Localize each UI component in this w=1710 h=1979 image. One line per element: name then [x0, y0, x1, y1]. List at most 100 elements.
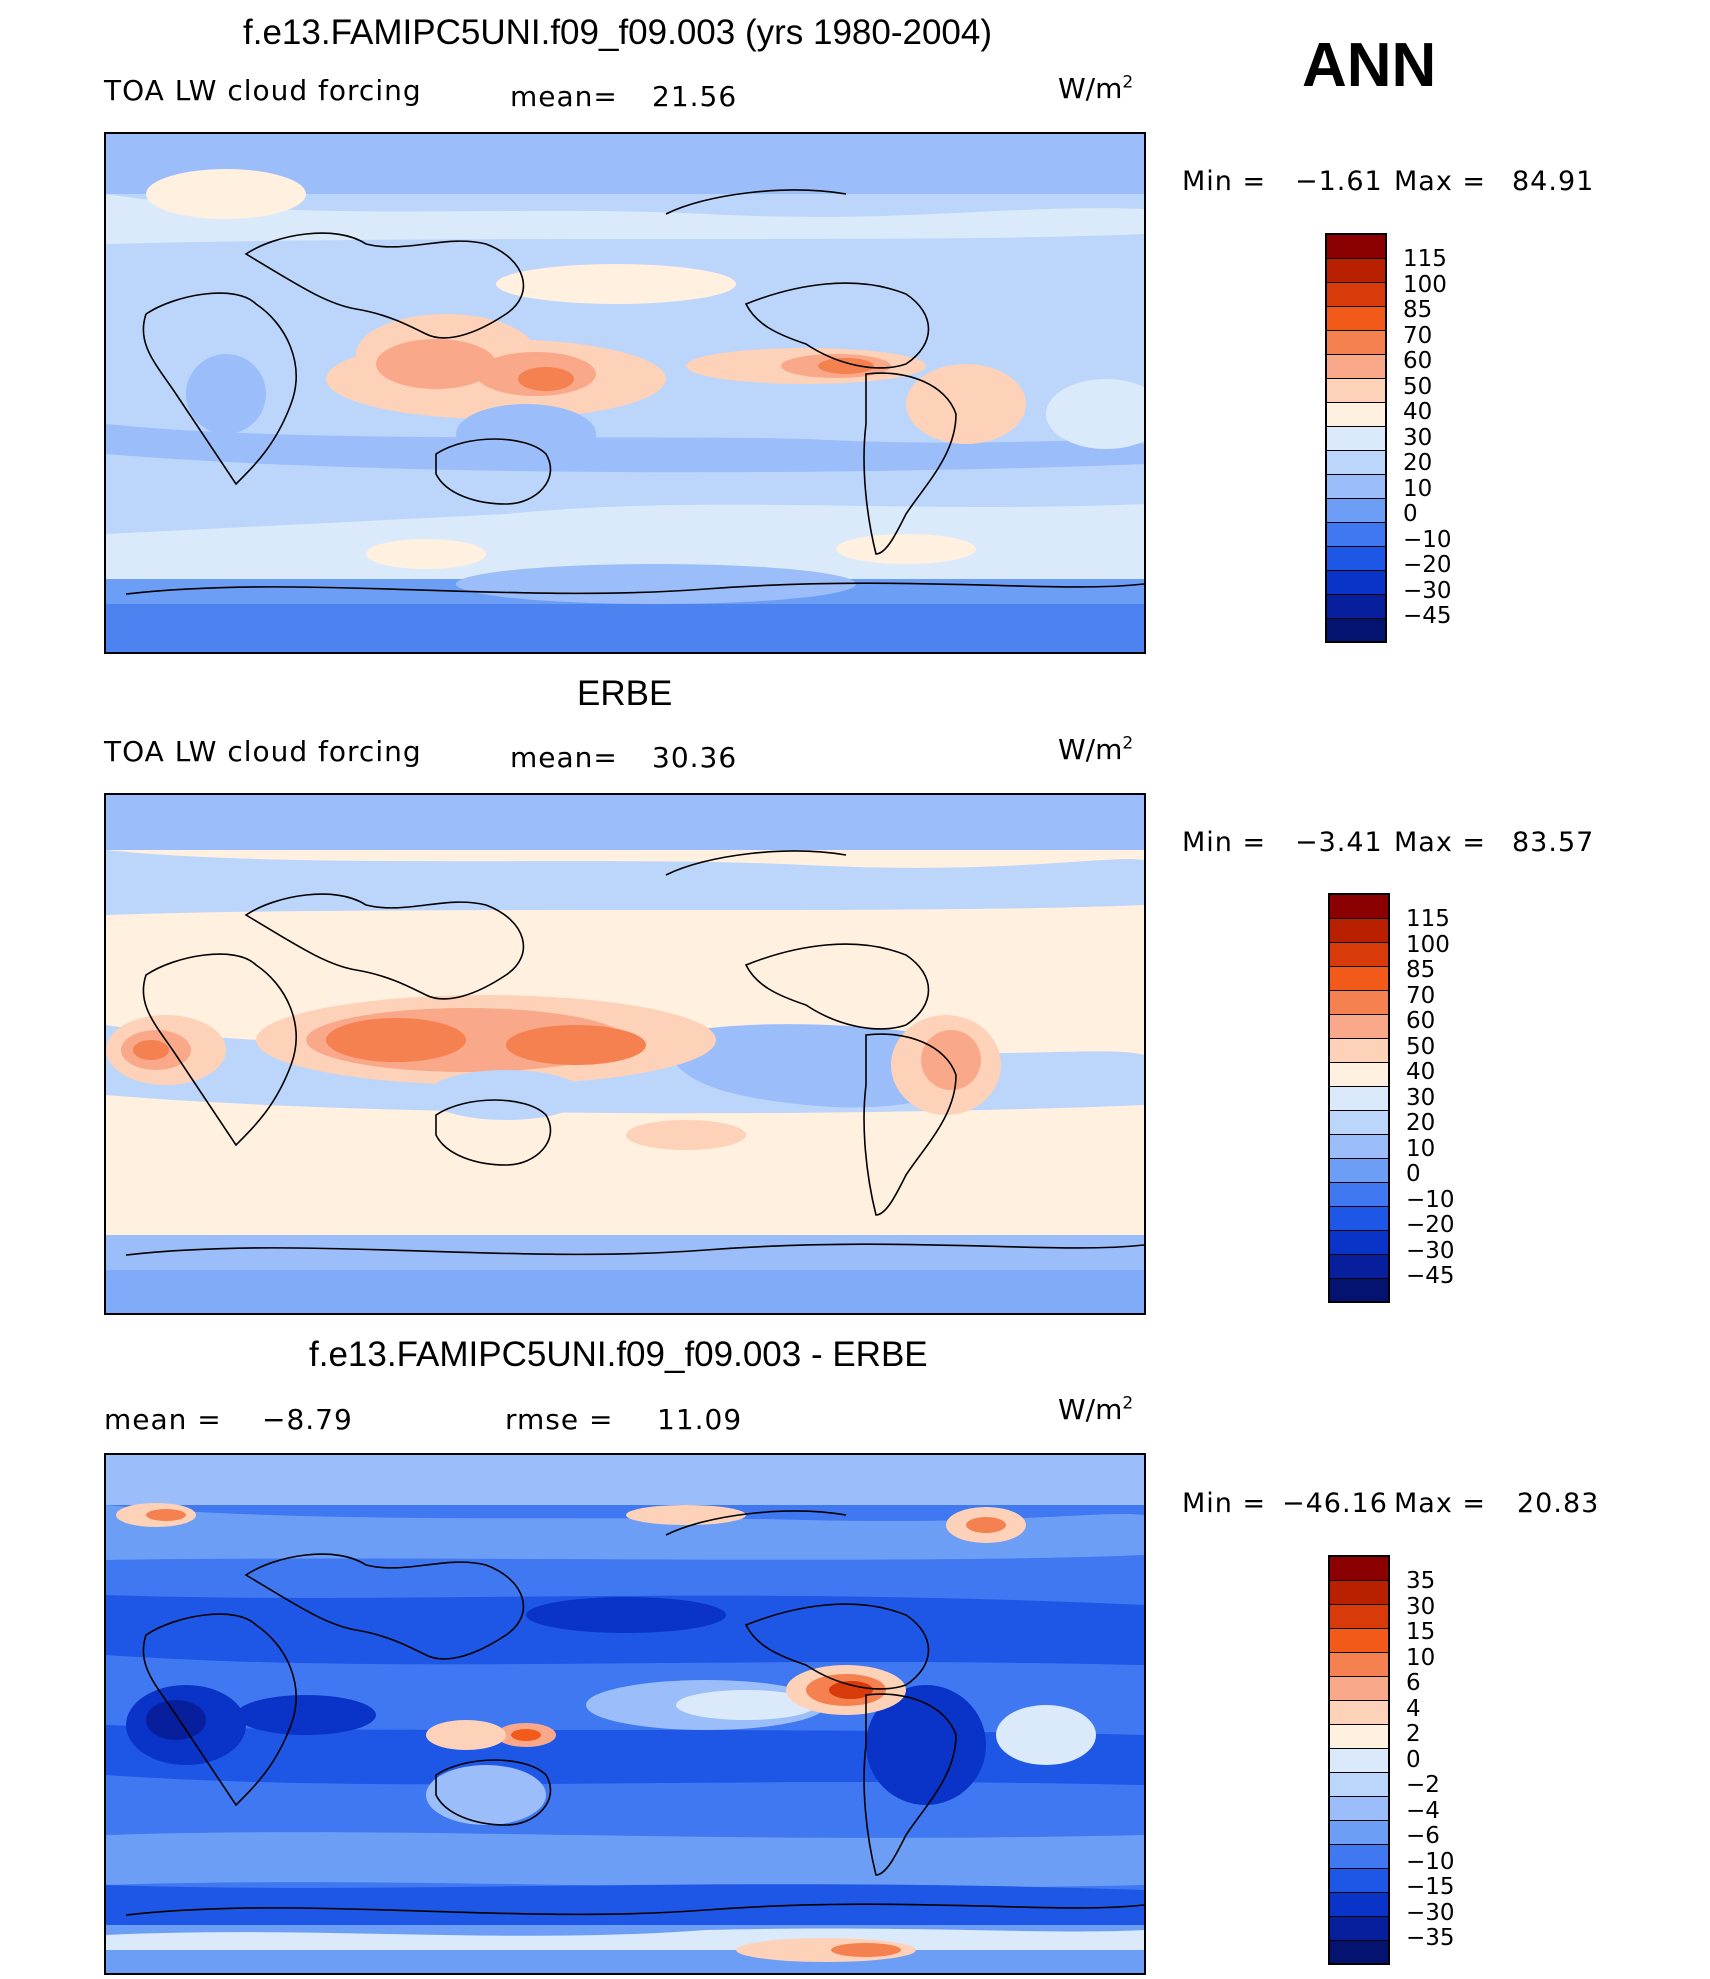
- panel1-max-label: Max =: [1394, 166, 1487, 197]
- panel1-colorbar-swatch: [1327, 547, 1385, 571]
- panel1-colorbar-swatch: [1327, 523, 1385, 547]
- panel2-colorbar-swatch: [1330, 1159, 1388, 1183]
- panel2-colorbar-swatch: [1330, 943, 1388, 967]
- panel2-colorbar-swatch: [1330, 1135, 1388, 1159]
- panel2-colorbar-swatch: [1330, 1231, 1388, 1255]
- panel2-mean-label: mean=: [510, 741, 618, 774]
- panel2-colorbar-swatch: [1330, 895, 1388, 919]
- panel3-colorbar-swatch: [1330, 1581, 1388, 1605]
- colorbar-tick-label: −45: [1406, 1263, 1455, 1289]
- colorbar-tick-label: 10: [1403, 475, 1433, 502]
- panel1-colorbar: [1325, 233, 1387, 643]
- panel3-min-value: −46.16: [1282, 1488, 1388, 1519]
- panel1-colorbar-swatch: [1327, 427, 1385, 451]
- panel2-colorbar-swatch: [1330, 1015, 1388, 1039]
- colorbar-tick-label: 15: [1406, 1619, 1436, 1645]
- panel2-title: ERBE: [577, 674, 673, 713]
- colorbar-tick-label: −15: [1406, 1874, 1455, 1900]
- colorbar-tick-label: 30: [1403, 424, 1433, 451]
- panel2-colorbar-swatch: [1330, 1087, 1388, 1111]
- colorbar-tick-label: −45: [1403, 603, 1452, 629]
- panel3-colorbar-swatch: [1330, 1941, 1388, 1963]
- panel2-max-label: Max =: [1394, 827, 1487, 858]
- colorbar-tick-label: −35: [1406, 1925, 1455, 1951]
- panel3-difference-map: [104, 1453, 1146, 1975]
- colorbar-tick-label: 10: [1406, 1644, 1436, 1671]
- colorbar-tick-label: 2: [1406, 1721, 1421, 1747]
- colorbar-tick-label: −10: [1403, 526, 1452, 553]
- panel2-colorbar-swatch: [1330, 967, 1388, 991]
- colorbar-tick-label: 6: [1406, 1670, 1421, 1696]
- season-label: ANN: [1302, 31, 1437, 100]
- panel1-colorbar-swatch: [1327, 331, 1385, 355]
- colorbar-tick-label: 30: [1406, 1084, 1436, 1111]
- panel1-colorbar-swatch: [1327, 379, 1385, 403]
- panel2-colorbar-swatch: [1330, 1063, 1388, 1087]
- panel2-min-value: −3.41: [1295, 827, 1383, 858]
- panel1-colorbar-swatch: [1327, 451, 1385, 475]
- panel3-colorbar-swatch: [1330, 1797, 1388, 1821]
- colorbar-tick-label: −20: [1406, 1212, 1455, 1238]
- panel3-colorbar-swatch: [1330, 1605, 1388, 1629]
- panel1-max-value: 84.91: [1512, 166, 1595, 197]
- panel1-colorbar-swatch: [1327, 595, 1385, 619]
- panel1-colorbar-swatch: [1327, 259, 1385, 283]
- panel1-min-value: −1.61: [1295, 166, 1383, 197]
- panel3-colorbar-swatch: [1330, 1701, 1388, 1725]
- colorbar-tick-label: 40: [1403, 399, 1433, 425]
- panel3-rmse-label: rmse =: [505, 1403, 614, 1436]
- panel3-min-label: Min =: [1182, 1488, 1267, 1519]
- colorbar-tick-label: 40: [1406, 1059, 1436, 1085]
- panel2-min-label: Min =: [1182, 827, 1267, 858]
- panel2-colorbar-swatch: [1330, 1039, 1388, 1063]
- colorbar-tick-label: −10: [1406, 1848, 1455, 1875]
- panel1-colorbar-swatch: [1327, 403, 1385, 427]
- colorbar-tick-label: 0: [1406, 1746, 1421, 1773]
- colorbar-tick-label: 85: [1406, 957, 1436, 983]
- panel2-observed-map: [104, 793, 1146, 1315]
- panel3-mean-label: mean =: [104, 1403, 222, 1436]
- colorbar-tick-label: 20: [1403, 450, 1433, 476]
- colorbar-tick-label: 30: [1406, 1593, 1436, 1620]
- panel1-colorbar-swatch: [1327, 283, 1385, 307]
- panel3-colorbar: [1328, 1555, 1390, 1965]
- colorbar-tick-label: 70: [1403, 322, 1433, 349]
- panel2-max-value: 83.57: [1512, 827, 1595, 858]
- colorbar-tick-label: 50: [1403, 373, 1433, 400]
- colorbar-tick-label: 35: [1406, 1568, 1436, 1594]
- colorbar-tick-label: 70: [1406, 982, 1436, 1009]
- panel1-colorbar-swatch: [1327, 355, 1385, 379]
- panel2-colorbar: [1328, 893, 1390, 1303]
- panel2-colorbar-swatch: [1330, 1207, 1388, 1231]
- colorbar-tick-label: −30: [1406, 1899, 1455, 1926]
- panel1-colorbar-swatch: [1327, 571, 1385, 595]
- colorbar-tick-label: 4: [1406, 1695, 1421, 1722]
- colorbar-tick-label: −30: [1403, 577, 1452, 604]
- panel3-colorbar-swatch: [1330, 1821, 1388, 1845]
- panel2-units: W/m2: [1058, 733, 1134, 766]
- panel1-variable-label: TOA LW cloud forcing: [104, 74, 422, 107]
- colorbar-tick-label: 60: [1403, 348, 1433, 374]
- colorbar-tick-label: 100: [1403, 271, 1447, 298]
- panel2-colorbar-swatch: [1330, 1183, 1388, 1207]
- colorbar-tick-label: −10: [1406, 1186, 1455, 1213]
- panel3-colorbar-swatch: [1330, 1917, 1388, 1941]
- colorbar-tick-label: −30: [1406, 1237, 1455, 1264]
- colorbar-tick-label: 20: [1406, 1110, 1436, 1136]
- panel2-colorbar-swatch: [1330, 919, 1388, 943]
- colorbar-tick-label: 0: [1403, 501, 1418, 527]
- panel3-max-value: 20.83: [1517, 1488, 1600, 1519]
- panel1-mean-value: 21.56: [652, 80, 738, 113]
- panel1-units: W/m2: [1058, 72, 1134, 105]
- panel2-colorbar-swatch: [1330, 1111, 1388, 1135]
- colorbar-tick-label: −4: [1406, 1797, 1440, 1824]
- panel3-colorbar-swatch: [1330, 1677, 1388, 1701]
- colorbar-tick-label: −6: [1406, 1823, 1440, 1849]
- panel3-colorbar-swatch: [1330, 1653, 1388, 1677]
- panel3-colorbar-swatch: [1330, 1557, 1388, 1581]
- panel3-colorbar-swatch: [1330, 1725, 1388, 1749]
- colorbar-tick-label: 50: [1406, 1033, 1436, 1060]
- panel2-colorbar-swatch: [1330, 1255, 1388, 1279]
- colorbar-tick-label: −20: [1403, 552, 1452, 578]
- panel3-colorbar-swatch: [1330, 1749, 1388, 1773]
